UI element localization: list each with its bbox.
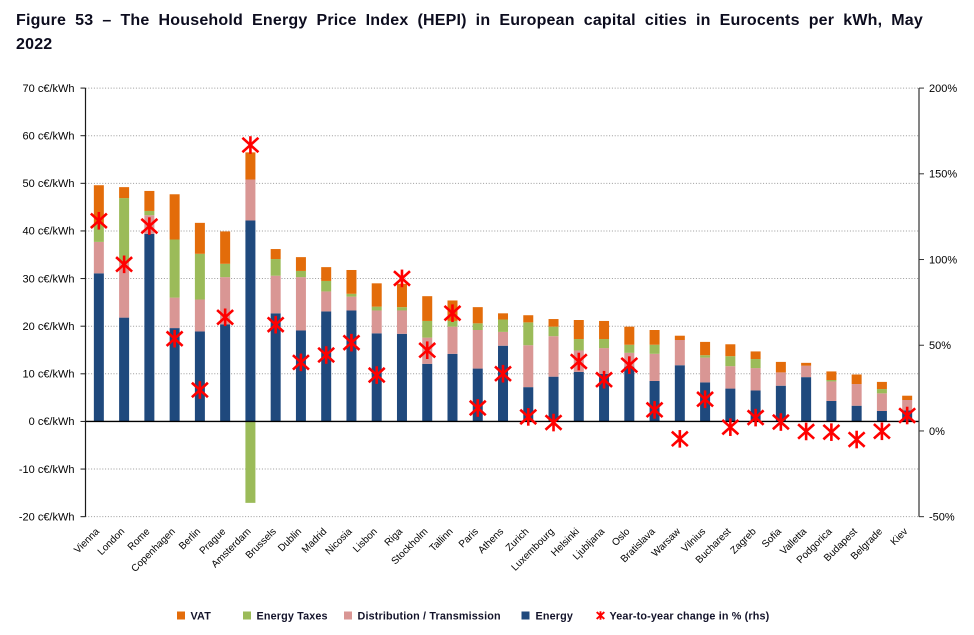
svg-text:Warsaw: Warsaw — [650, 526, 684, 560]
svg-text:-50%: -50% — [929, 511, 955, 523]
svg-text:Athens: Athens — [476, 526, 506, 556]
svg-text:Kiev: Kiev — [889, 526, 911, 548]
svg-text:Oslo: Oslo — [610, 526, 633, 549]
svg-text:Nicosia: Nicosia — [324, 526, 355, 557]
svg-text:Dublin: Dublin — [276, 526, 304, 554]
svg-text:Energy: Energy — [536, 611, 574, 623]
svg-text:20 c€/kWh: 20 c€/kWh — [23, 321, 75, 333]
svg-text:Distribution / Transmission: Distribution / Transmission — [358, 611, 501, 623]
svg-text:VAT: VAT — [191, 611, 212, 623]
svg-text:-10 c€/kWh: -10 c€/kWh — [19, 464, 75, 476]
svg-text:40 c€/kWh: 40 c€/kWh — [23, 226, 75, 238]
svg-text:50 c€/kWh: 50 c€/kWh — [23, 178, 75, 190]
svg-text:Tallinn: Tallinn — [428, 526, 456, 554]
svg-text:0%: 0% — [929, 426, 945, 438]
svg-text:London: London — [96, 526, 127, 557]
svg-text:-20 c€/kWh: -20 c€/kWh — [19, 511, 75, 523]
svg-text:70 c€/kWh: 70 c€/kWh — [23, 83, 75, 95]
svg-text:60 c€/kWh: 60 c€/kWh — [23, 131, 75, 143]
svg-text:50%: 50% — [929, 340, 951, 352]
svg-text:Year-to-year change in % (rhs): Year-to-year change in % (rhs) — [610, 611, 770, 623]
svg-text:Energy Taxes: Energy Taxes — [257, 611, 328, 623]
svg-text:200%: 200% — [929, 83, 957, 95]
svg-text:100%: 100% — [929, 254, 957, 266]
svg-text:Riga: Riga — [383, 526, 406, 549]
svg-text:0 c€/kWh: 0 c€/kWh — [29, 416, 75, 428]
svg-text:150%: 150% — [929, 169, 957, 181]
svg-text:Lisbon: Lisbon — [351, 526, 380, 555]
svg-text:Zagreb: Zagreb — [729, 526, 759, 556]
svg-text:30 c€/kWh: 30 c€/kWh — [23, 273, 75, 285]
svg-text:10 c€/kWh: 10 c€/kWh — [23, 369, 75, 381]
